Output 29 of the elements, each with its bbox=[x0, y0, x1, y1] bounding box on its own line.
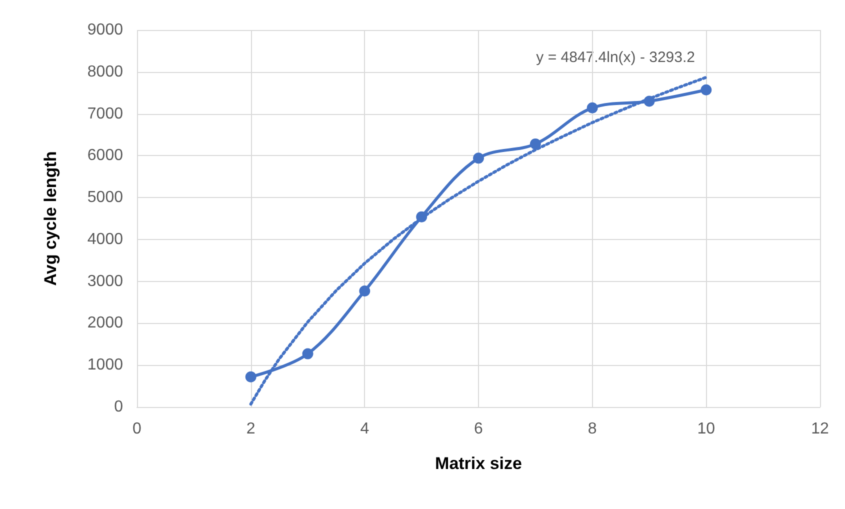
y-tick-label: 5000 bbox=[87, 189, 124, 206]
point bbox=[530, 138, 541, 150]
y-tick-label: 9000 bbox=[87, 22, 124, 38]
x-tick-label: 8 bbox=[588, 420, 597, 438]
y-tick-label: 6000 bbox=[87, 147, 124, 164]
point bbox=[245, 371, 256, 382]
x-tick-label: 12 bbox=[811, 420, 829, 438]
point bbox=[359, 285, 370, 296]
y-tick-label: 3000 bbox=[87, 272, 124, 290]
x-tick-label: 4 bbox=[360, 420, 370, 438]
y-tick-label: 0 bbox=[114, 398, 124, 416]
point bbox=[302, 348, 314, 360]
x-tick-label: 10 bbox=[697, 420, 716, 438]
point bbox=[700, 84, 712, 96]
y-axis-title: Avg cycle length bbox=[41, 151, 60, 286]
point bbox=[644, 96, 655, 107]
y-tick-label: 8000 bbox=[87, 63, 124, 80]
y-tick-label: 7000 bbox=[87, 105, 124, 122]
point bbox=[586, 102, 598, 114]
x-tick-label: 6 bbox=[474, 420, 484, 438]
point bbox=[473, 152, 484, 164]
x-tick-label: 0 bbox=[132, 420, 142, 438]
x-tick-label: 2 bbox=[246, 420, 256, 438]
annotation: y = 4847.4ln(x) - 3293.2 bbox=[536, 49, 696, 66]
x-axis-title: Matrix size bbox=[435, 454, 522, 473]
y-tick-label: 1000 bbox=[87, 356, 124, 374]
y-tick-label: 4000 bbox=[87, 230, 124, 248]
point bbox=[416, 211, 428, 222]
y-tick-label: 2000 bbox=[87, 314, 124, 332]
